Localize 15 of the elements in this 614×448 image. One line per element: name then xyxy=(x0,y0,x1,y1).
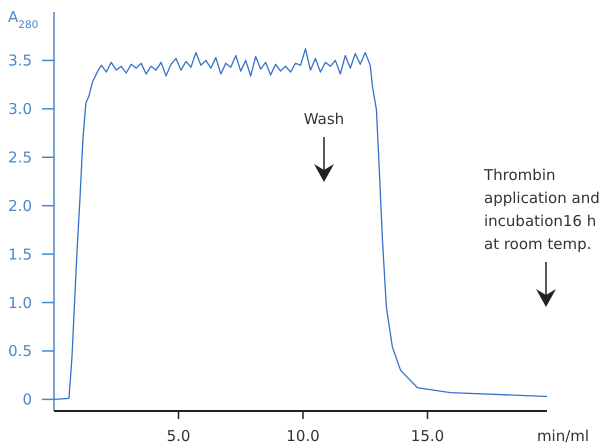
y-tick-label: 0.5 xyxy=(8,342,32,360)
y-tick-label: 3.5 xyxy=(8,52,32,70)
x-tick-label: 15.0 xyxy=(410,427,444,445)
y-tick-label: 3.0 xyxy=(8,100,32,118)
x-axis-title: min/ml xyxy=(536,427,590,445)
x-tick-label: 5.0 xyxy=(166,427,190,445)
y-tick-label: 1.5 xyxy=(8,245,32,264)
y-axis-title: A$_{280}$ xyxy=(8,8,38,31)
y-tick-label: 1.0 xyxy=(8,294,32,312)
x-tick-label: 10.0 xyxy=(286,427,320,445)
y-tick-label: 2.5 xyxy=(8,148,32,167)
y-tick-label: 2.0 xyxy=(8,196,32,215)
annotation: Thrombin application and incubation16 h at room temp. xyxy=(483,166,600,253)
annotation: Wash xyxy=(304,110,344,128)
y-tick-label: 0 xyxy=(22,390,32,409)
